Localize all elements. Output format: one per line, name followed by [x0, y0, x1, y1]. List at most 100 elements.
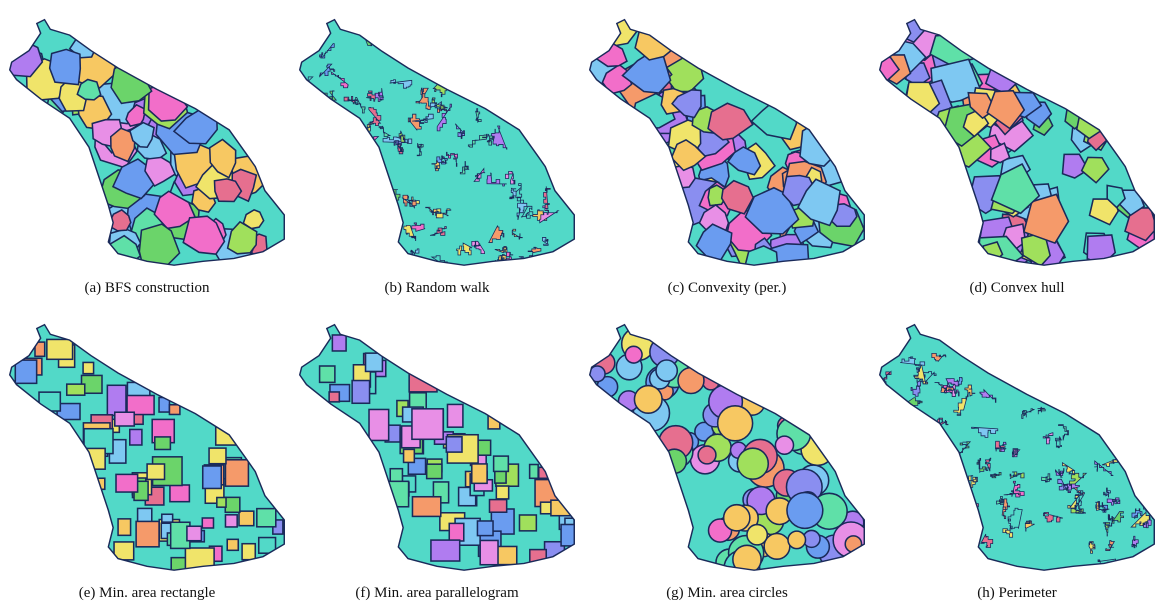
panel-e: (e) Min. area rectangle	[2, 315, 285, 615]
district-region	[407, 113, 425, 131]
district-region	[216, 496, 227, 508]
state-border	[588, 323, 865, 571]
district-region	[1011, 480, 1025, 498]
district-region	[411, 408, 444, 441]
district-region	[1011, 448, 1021, 458]
district-region	[46, 338, 74, 361]
district-region	[505, 171, 516, 185]
district-region	[990, 163, 1041, 215]
district-region	[435, 208, 452, 219]
district-region	[368, 408, 390, 442]
district-region	[1022, 193, 1070, 244]
district-region	[475, 108, 482, 123]
district-region	[129, 428, 143, 446]
panel-h: (h) Perimeter	[872, 315, 1155, 615]
district-map	[588, 18, 865, 266]
district-region	[1106, 184, 1126, 209]
district-region	[976, 458, 987, 473]
panel-caption: (c) Convexity (per.)	[667, 280, 787, 296]
district-region	[471, 240, 485, 254]
district-region	[732, 544, 762, 571]
district-region	[670, 139, 707, 172]
district-region	[364, 352, 384, 373]
district-region	[319, 43, 335, 59]
district-region	[182, 215, 226, 255]
district-region	[411, 495, 442, 518]
district-map	[298, 323, 575, 571]
district-region	[1143, 515, 1152, 529]
district-region	[509, 187, 517, 200]
district-region	[968, 475, 978, 488]
district-region	[979, 388, 997, 403]
district-region	[964, 384, 976, 397]
district-region	[446, 151, 458, 167]
district-region	[455, 123, 465, 139]
district-region	[330, 71, 349, 89]
panel-caption: (d) Convex hull	[969, 280, 1065, 296]
district-region	[900, 356, 926, 367]
district-region	[397, 143, 404, 155]
district-region	[1002, 525, 1014, 538]
district-region	[1094, 460, 1114, 477]
district-region	[511, 228, 523, 240]
district-region	[1067, 494, 1081, 510]
district-region	[677, 366, 705, 395]
district-region	[168, 403, 181, 416]
district-region	[486, 133, 495, 146]
district-region	[128, 121, 155, 149]
district-region	[494, 246, 508, 254]
district-region	[378, 125, 392, 137]
district-region	[448, 522, 465, 542]
district-region	[707, 102, 754, 141]
district-region	[774, 435, 795, 456]
district-region	[496, 545, 518, 566]
district-region	[184, 547, 215, 571]
district-region	[726, 146, 762, 176]
district-region	[416, 143, 424, 157]
district-region	[169, 484, 191, 503]
panel-caption: (e) Min. area rectangle	[78, 585, 216, 601]
district-region	[542, 237, 549, 246]
district-region	[513, 183, 524, 205]
district-region	[516, 202, 528, 221]
district-region	[1131, 508, 1143, 519]
district-region	[161, 513, 174, 523]
district-region	[934, 382, 954, 393]
district-region	[331, 334, 347, 352]
panel-caption: (g) Min. area circles	[666, 585, 788, 601]
district-region	[539, 205, 560, 224]
district-region	[518, 514, 538, 532]
district-region	[479, 539, 499, 566]
district-region	[436, 103, 452, 132]
district-region	[521, 205, 534, 219]
district-region	[1061, 153, 1090, 179]
district-region	[492, 455, 510, 473]
district-region	[495, 485, 510, 500]
district-region	[486, 172, 507, 187]
district-region	[1106, 497, 1121, 506]
district-region	[224, 514, 238, 528]
district-region	[746, 523, 769, 546]
district-region	[980, 533, 994, 548]
district-region	[76, 78, 102, 101]
district-region	[736, 447, 770, 480]
district-map	[8, 323, 285, 571]
district-region	[201, 517, 215, 529]
district-region	[226, 538, 240, 552]
district-region	[436, 155, 448, 165]
district-region	[114, 411, 135, 427]
district-region	[1058, 424, 1069, 441]
district-region	[328, 391, 341, 403]
panel-b: (b) Random walk	[292, 10, 575, 310]
district-region	[971, 426, 999, 438]
district-map	[298, 18, 575, 266]
district-region	[138, 223, 181, 266]
district-region	[14, 359, 38, 385]
district-region	[1021, 408, 1035, 419]
district-region	[1001, 498, 1010, 520]
district-region	[366, 90, 376, 102]
district-region	[429, 226, 447, 236]
district-region	[655, 359, 679, 383]
district-region	[633, 384, 663, 414]
district-region	[430, 539, 461, 562]
